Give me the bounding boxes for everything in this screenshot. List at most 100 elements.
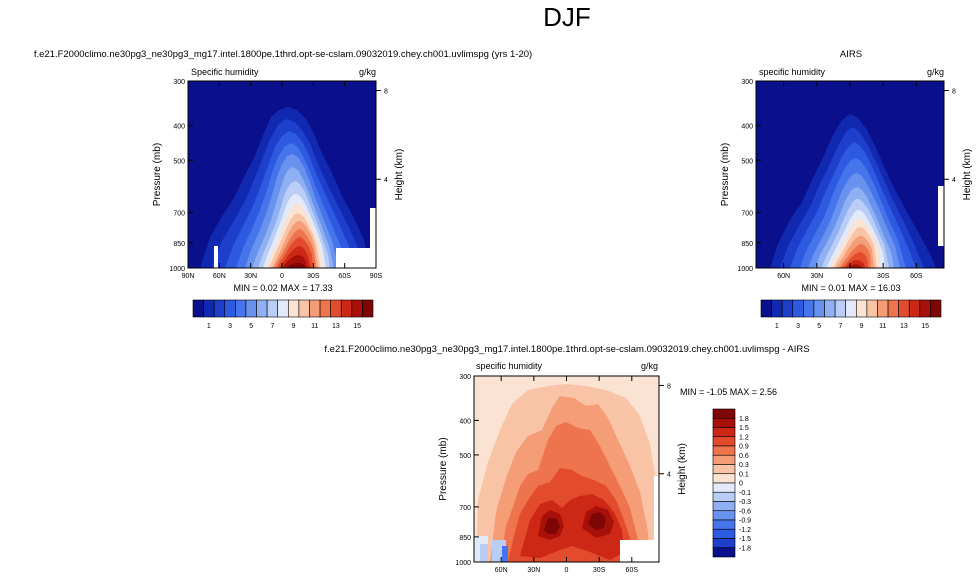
- colorbar-box: [760, 299, 772, 318]
- missing-data: [620, 540, 659, 562]
- colorbar-label: 9: [292, 323, 296, 330]
- height-tick-label: 8: [952, 88, 956, 95]
- min-max-label: MIN = 0.01 MAX = 16.03: [801, 283, 900, 293]
- x-tick-label: 60N: [495, 567, 508, 574]
- colorbar-box: [319, 299, 331, 318]
- colorbar-box: [340, 299, 353, 318]
- colorbar-label: 5: [817, 323, 821, 330]
- colorbar-box: [309, 299, 321, 318]
- panel-units: g/kg: [641, 361, 658, 371]
- height-tick-label: 8: [384, 88, 388, 95]
- height-tick-label: 4: [952, 177, 956, 184]
- colorbar-box: [824, 299, 836, 318]
- colorbar-box: [203, 299, 215, 318]
- colorbar-box: [855, 299, 868, 318]
- panel-title: f.e21.F2000climo.ne30pg3_ne30pg3_mg17.in…: [34, 49, 532, 60]
- x-tick-label: 30N: [810, 273, 823, 280]
- colorbar-label: -1.2: [739, 527, 751, 534]
- colorbar-label: 0.3: [739, 462, 749, 469]
- height-axis-label: Height (km): [677, 443, 688, 495]
- colorbar-label: -0.6: [739, 508, 751, 515]
- y-axis-label: Pressure (mb): [720, 143, 731, 206]
- y-tick-label: 1000: [169, 266, 185, 273]
- y-axis-label: Pressure (mb): [152, 143, 163, 206]
- y-tick-label: 300: [173, 79, 185, 86]
- x-tick-label: 0: [280, 273, 284, 280]
- y-tick-label: 700: [741, 211, 753, 218]
- colorbar-label: -1.8: [739, 545, 751, 552]
- colorbar-label: -0.3: [739, 499, 751, 506]
- colorbar-box: [192, 299, 204, 318]
- contour-level-1.8: [588, 512, 606, 530]
- colorbar-label: 9: [860, 323, 864, 330]
- x-tick-label: 60S: [626, 567, 639, 574]
- colorbar-box: [712, 436, 736, 447]
- colorbar-box: [712, 519, 736, 530]
- colorbar-box: [919, 299, 931, 318]
- colorbar-label: 0.9: [739, 444, 749, 451]
- x-tick-label: 30S: [593, 567, 606, 574]
- contour-level-1.8: [544, 518, 560, 534]
- y-tick-label: 400: [459, 418, 471, 425]
- y-tick-label: 300: [459, 374, 471, 381]
- colorbar-label: 1.8: [739, 416, 749, 423]
- colorbar-label: 7: [270, 323, 274, 330]
- colorbar-box: [256, 299, 268, 318]
- colorbar-label: 11: [311, 323, 318, 330]
- min-max-label: MIN = 0.02 MAX = 17.33: [233, 283, 332, 293]
- colorbar-box: [362, 299, 374, 318]
- panel-units: g/kg: [927, 67, 944, 77]
- colorbar-box: [781, 299, 794, 318]
- height-axis-label: Height (km): [962, 149, 973, 201]
- colorbar-label: 5: [249, 323, 253, 330]
- y-tick-label: 1000: [455, 560, 471, 567]
- colorbar-box: [245, 299, 257, 318]
- missing-data: [214, 246, 218, 268]
- colorbar-box: [330, 299, 342, 318]
- missing-data: [370, 208, 376, 248]
- colorbar-box: [298, 299, 310, 318]
- y-tick-label: 500: [741, 158, 753, 165]
- y-tick-label: 850: [173, 241, 185, 248]
- colorbar-box: [287, 299, 300, 318]
- panel-diff: f.e21.F2000climo.ne30pg3_ne30pg3_mg17.in…: [324, 344, 809, 574]
- contour-level-16: [848, 264, 862, 268]
- height-axis-label: Height (km): [394, 149, 405, 201]
- y-tick-label: 850: [459, 535, 471, 542]
- colorbar-box: [712, 491, 736, 502]
- colorbar-label: 11: [879, 323, 886, 330]
- contour-level-17: [286, 263, 306, 268]
- colorbar-box: [930, 299, 942, 318]
- colorbar-label: 13: [900, 323, 908, 330]
- colorbar-box: [792, 299, 804, 318]
- colorbar-label: 0.1: [739, 471, 749, 478]
- x-tick-label: 0: [848, 273, 852, 280]
- y-tick-label: 400: [173, 124, 185, 131]
- height-tick-label: 4: [384, 177, 388, 184]
- colorbar-box: [277, 299, 289, 318]
- colorbar-box: [712, 547, 736, 558]
- colorbar-box: [712, 454, 736, 465]
- y-tick-label: 1000: [737, 266, 753, 273]
- missing-data: [654, 476, 659, 540]
- x-tick-label: 60N: [213, 273, 226, 280]
- colorbar-label: 1.5: [739, 425, 749, 432]
- contour-level-minus-0.9: [502, 546, 508, 562]
- colorbar-box: [712, 510, 736, 521]
- colorbar-label: 1.2: [739, 434, 749, 441]
- colorbar-label: 15: [353, 323, 361, 330]
- colorbar-box: [351, 299, 363, 318]
- plot-field: [756, 81, 944, 268]
- x-tick-label: 30N: [244, 273, 257, 280]
- y-tick-label: 400: [741, 124, 753, 131]
- colorbar-box: [224, 299, 236, 318]
- colorbar-box: [813, 299, 825, 318]
- colorbar-box: [712, 417, 736, 428]
- figure-title: DJF: [543, 2, 591, 32]
- panel-left-label: Specific humidity: [191, 67, 259, 77]
- colorbar-box: [887, 299, 899, 318]
- colorbar-box: [712, 538, 736, 549]
- colorbar-box: [877, 299, 889, 318]
- colorbar-label: -1.5: [739, 536, 751, 543]
- colorbar-label: 13: [332, 323, 340, 330]
